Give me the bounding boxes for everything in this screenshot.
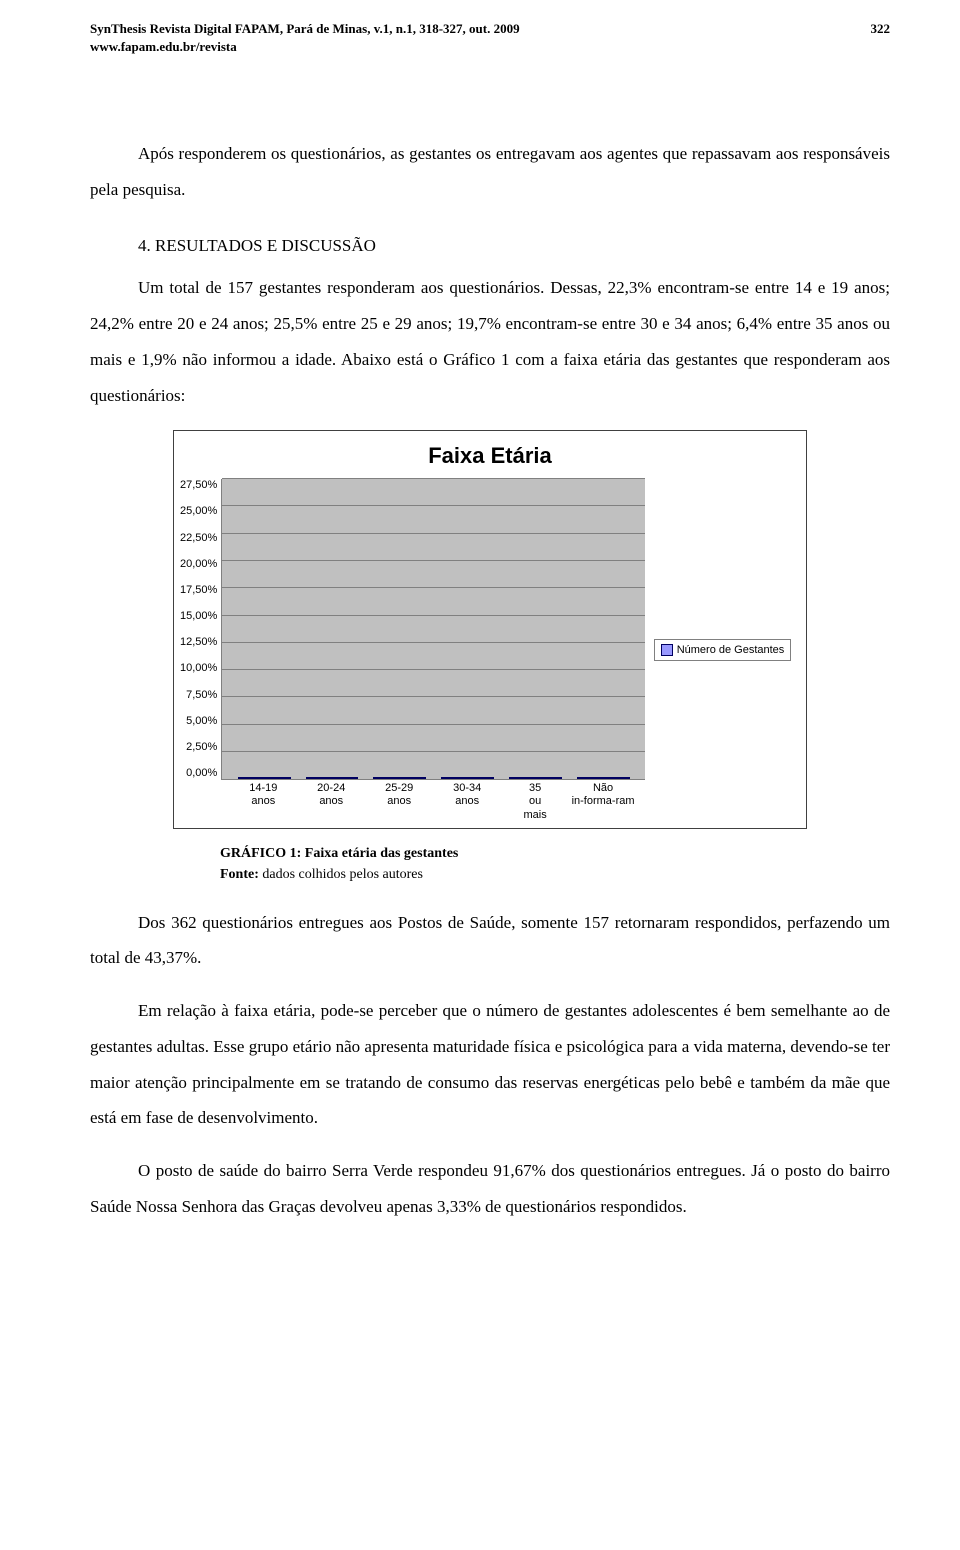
x-tick-label: 25-29anos [365, 782, 433, 822]
caption-source-label: Fonte: [220, 867, 259, 882]
chart-area: 27,50% 25,00% 22,50% 20,00% 17,50% 15,00% 12,5… [180, 479, 800, 822]
y-tick-label: 22,50% [180, 532, 217, 544]
y-axis-labels: 27,50% 25,00% 22,50% 20,00% 17,50% 15,00% 12,5… [180, 479, 221, 779]
bar [509, 777, 562, 779]
bar-column [434, 777, 502, 779]
gridline [222, 587, 645, 588]
y-tick-label: 20,00% [180, 558, 217, 570]
caption-title: GRÁFICO 1: Faixa etária das gestantes [220, 846, 458, 861]
x-tick-label: Nãoin-forma-ram [569, 782, 637, 822]
chart-title: Faixa Etária [180, 443, 800, 469]
legend: Número de Gestantes [645, 479, 800, 822]
section-heading: 4. RESULTADOS E DISCUSSÃO [90, 228, 890, 264]
y-tick-label: 12,50% [180, 636, 217, 648]
bars-container [222, 479, 645, 779]
gridline [222, 669, 645, 670]
header-left: SynThesis Revista Digital FAPAM, Pará de… [90, 20, 520, 56]
page-number: 322 [871, 20, 891, 56]
body-continued: Dos 362 questionários entregues aos Post… [90, 905, 890, 1225]
gridline [222, 724, 645, 725]
x-tick-label: 35oumais [501, 782, 569, 822]
journal-line: SynThesis Revista Digital FAPAM, Pará de… [90, 20, 520, 38]
y-tick-label: 5,00% [186, 715, 217, 727]
gridline [222, 642, 645, 643]
bar [306, 777, 359, 779]
y-tick-label: 0,00% [186, 767, 217, 779]
bar-column [298, 777, 366, 779]
bar [441, 777, 494, 779]
bar-column [366, 777, 434, 779]
bar-column [230, 777, 298, 779]
body: Após responderem os questionários, as ge… [90, 136, 890, 413]
page-header: SynThesis Revista Digital FAPAM, Pará de… [90, 20, 890, 56]
y-tick-label: 2,50% [186, 741, 217, 753]
y-tick-label: 27,50% [180, 479, 217, 491]
bar-column [501, 777, 569, 779]
x-tick-label: 20-24anos [297, 782, 365, 822]
gridline [222, 751, 645, 752]
x-tick-label: 14-19anos [229, 782, 297, 822]
y-tick-label: 15,00% [180, 610, 217, 622]
bar [373, 777, 426, 779]
gridline [222, 505, 645, 506]
paragraph-age-analysis: Em relação à faixa etária, pode-se perce… [90, 993, 890, 1136]
gridline [222, 615, 645, 616]
chart-frame: Faixa Etária 27,50% 25,00% 22,50% 20,00% 17,… [173, 430, 807, 829]
journal-url: www.fapam.edu.br/revista [90, 38, 520, 56]
paragraph-intro: Após responderem os questionários, as ge… [90, 136, 890, 207]
y-tick-label: 25,00% [180, 505, 217, 517]
gridline [222, 533, 645, 534]
chart-caption: GRÁFICO 1: Faixa etária das gestantes Fo… [220, 843, 890, 885]
bar [238, 777, 291, 779]
gridline [222, 560, 645, 561]
gridline [222, 696, 645, 697]
bar-column [569, 777, 637, 779]
y-tick-label: 10,00% [180, 662, 217, 674]
legend-label: Número de Gestantes [677, 644, 785, 656]
y-tick-label: 17,50% [180, 584, 217, 596]
y-tick-label: 7,50% [186, 689, 217, 701]
paragraph-results: Um total de 157 gestantes responderam ao… [90, 270, 890, 413]
page-container: SynThesis Revista Digital FAPAM, Pará de… [0, 0, 960, 1281]
paragraph-return-rate: Dos 362 questionários entregues aos Post… [90, 905, 890, 976]
paragraph-posto: O posto de saúde do bairro Serra Verde r… [90, 1153, 890, 1224]
legend-inner: Número de Gestantes [654, 639, 792, 661]
caption-source-text: dados colhidos pelos autores [259, 867, 423, 882]
plot-wrap: 14-19anos20-24anos25-29anos30-34anos35ou… [221, 479, 645, 822]
x-tick-label: 30-34anos [433, 782, 501, 822]
bar [577, 777, 630, 779]
gridline [222, 478, 645, 479]
plot-area [221, 479, 645, 780]
x-axis-labels: 14-19anos20-24anos25-29anos30-34anos35ou… [221, 780, 645, 822]
legend-swatch [661, 644, 673, 656]
